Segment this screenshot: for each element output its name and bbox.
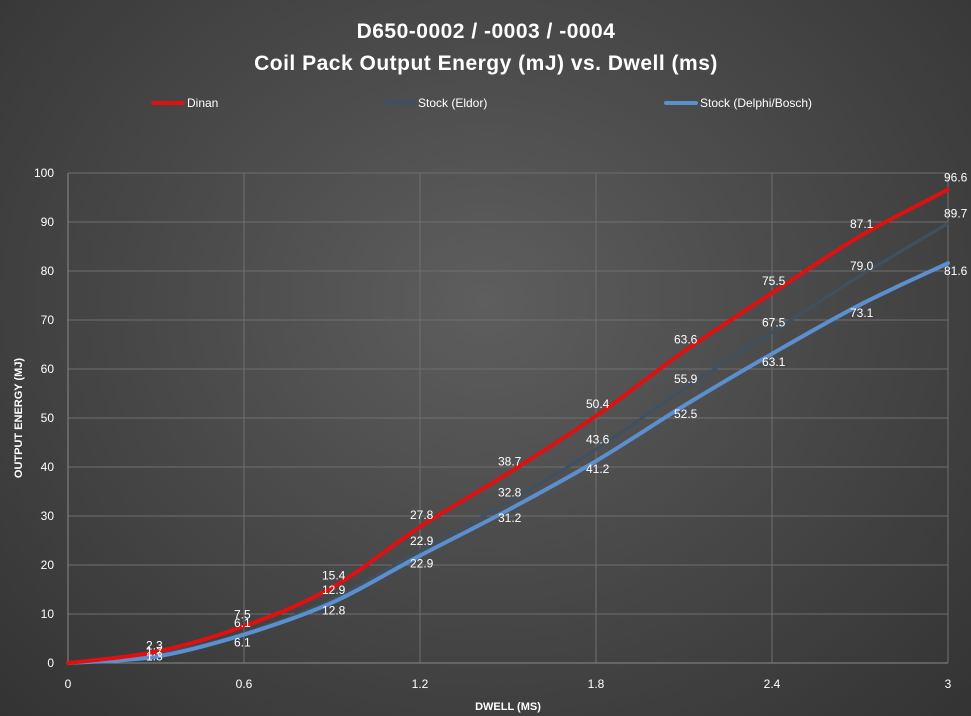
data-label: 63.6 bbox=[674, 332, 698, 346]
x-tick-label: 0.6 bbox=[236, 677, 253, 691]
series-line-stock-delphi-bosch bbox=[66, 261, 950, 665]
data-labels: 2.3 7.5 15.4 27.8 38.7 50.4 63.6 75.5 87.1 96.6 1.… bbox=[146, 171, 968, 664]
gridlines bbox=[68, 172, 949, 663]
y-tick-label: 90 bbox=[41, 215, 55, 229]
data-label: 32.8 bbox=[498, 485, 522, 499]
series-line-stock-eldor bbox=[66, 221, 950, 665]
data-label: 87.1 bbox=[850, 217, 874, 231]
data-label: 27.8 bbox=[410, 508, 434, 522]
x-tick-label: 2.4 bbox=[764, 677, 781, 691]
data-label: 50.4 bbox=[586, 397, 610, 411]
data-label: 1.7 bbox=[146, 645, 163, 659]
data-label: 22.9 bbox=[410, 557, 434, 571]
data-label: 12.8 bbox=[322, 604, 346, 618]
data-label: 6.1 bbox=[234, 636, 251, 650]
data-label: 75.5 bbox=[762, 274, 786, 288]
data-label: 63.1 bbox=[762, 355, 786, 369]
x-tick-label: 1.8 bbox=[588, 677, 605, 691]
data-label: 67.5 bbox=[762, 315, 786, 329]
data-label: 89.7 bbox=[944, 206, 968, 220]
data-label: 6.1 bbox=[234, 616, 251, 630]
y-tick-label: 10 bbox=[41, 607, 55, 621]
data-label: 2.3 bbox=[146, 639, 163, 653]
data-label: 15.4 bbox=[322, 569, 346, 583]
x-tick-label: 0 bbox=[65, 677, 72, 691]
data-label: 1.3 bbox=[146, 650, 163, 664]
data-label: 38.7 bbox=[498, 454, 522, 468]
legend-label: Stock (Delphi/Bosch) bbox=[700, 96, 812, 110]
data-label: 7.5 bbox=[234, 607, 251, 621]
chart-title-line-1: D650-0002 / -0003 / -0004 bbox=[357, 20, 616, 43]
y-tick-label: 50 bbox=[41, 411, 55, 425]
data-label: 55.9 bbox=[674, 372, 698, 386]
y-tick-label: 70 bbox=[41, 313, 55, 327]
legend-label: Dinan bbox=[187, 96, 218, 110]
axes: 0 10 20 30 40 50 60 70 80 90 100 0 0.6 1.2 1.8 2.4 3 bbox=[34, 166, 952, 691]
series-line-dinan bbox=[66, 187, 950, 665]
data-label: 22.9 bbox=[410, 534, 434, 548]
x-tick-label: 3 bbox=[945, 677, 952, 691]
legend-label: Stock (Eldor) bbox=[418, 96, 487, 110]
data-label: 81.6 bbox=[944, 264, 968, 278]
data-label: 73.1 bbox=[850, 306, 874, 320]
data-label: 41.2 bbox=[586, 462, 610, 476]
chart-title-line-2: Coil Pack Output Energy (mJ) vs. Dwell (… bbox=[254, 52, 718, 75]
data-label: 52.5 bbox=[674, 407, 698, 421]
x-axis-label: DWELL (MS) bbox=[475, 701, 541, 713]
data-label: 79.0 bbox=[850, 259, 874, 273]
y-tick-label: 0 bbox=[47, 656, 54, 670]
data-label: 43.6 bbox=[586, 432, 610, 446]
data-label: 31.2 bbox=[498, 511, 522, 525]
y-tick-label: 100 bbox=[34, 166, 54, 180]
y-tick-label: 40 bbox=[41, 460, 55, 474]
legend: Dinan Stock (Eldor) Stock (Delphi/Bosch) bbox=[151, 96, 812, 110]
y-tick-label: 80 bbox=[41, 264, 55, 278]
y-tick-label: 30 bbox=[41, 509, 55, 523]
y-tick-label: 20 bbox=[41, 558, 55, 572]
data-label: 12.9 bbox=[322, 583, 346, 597]
x-tick-label: 1.2 bbox=[412, 677, 429, 691]
y-tick-label: 60 bbox=[41, 362, 55, 376]
data-label: 96.6 bbox=[944, 171, 968, 185]
y-axis-label: OUTPUT ENERGY (MJ) bbox=[13, 358, 25, 479]
series-lines bbox=[66, 187, 950, 665]
